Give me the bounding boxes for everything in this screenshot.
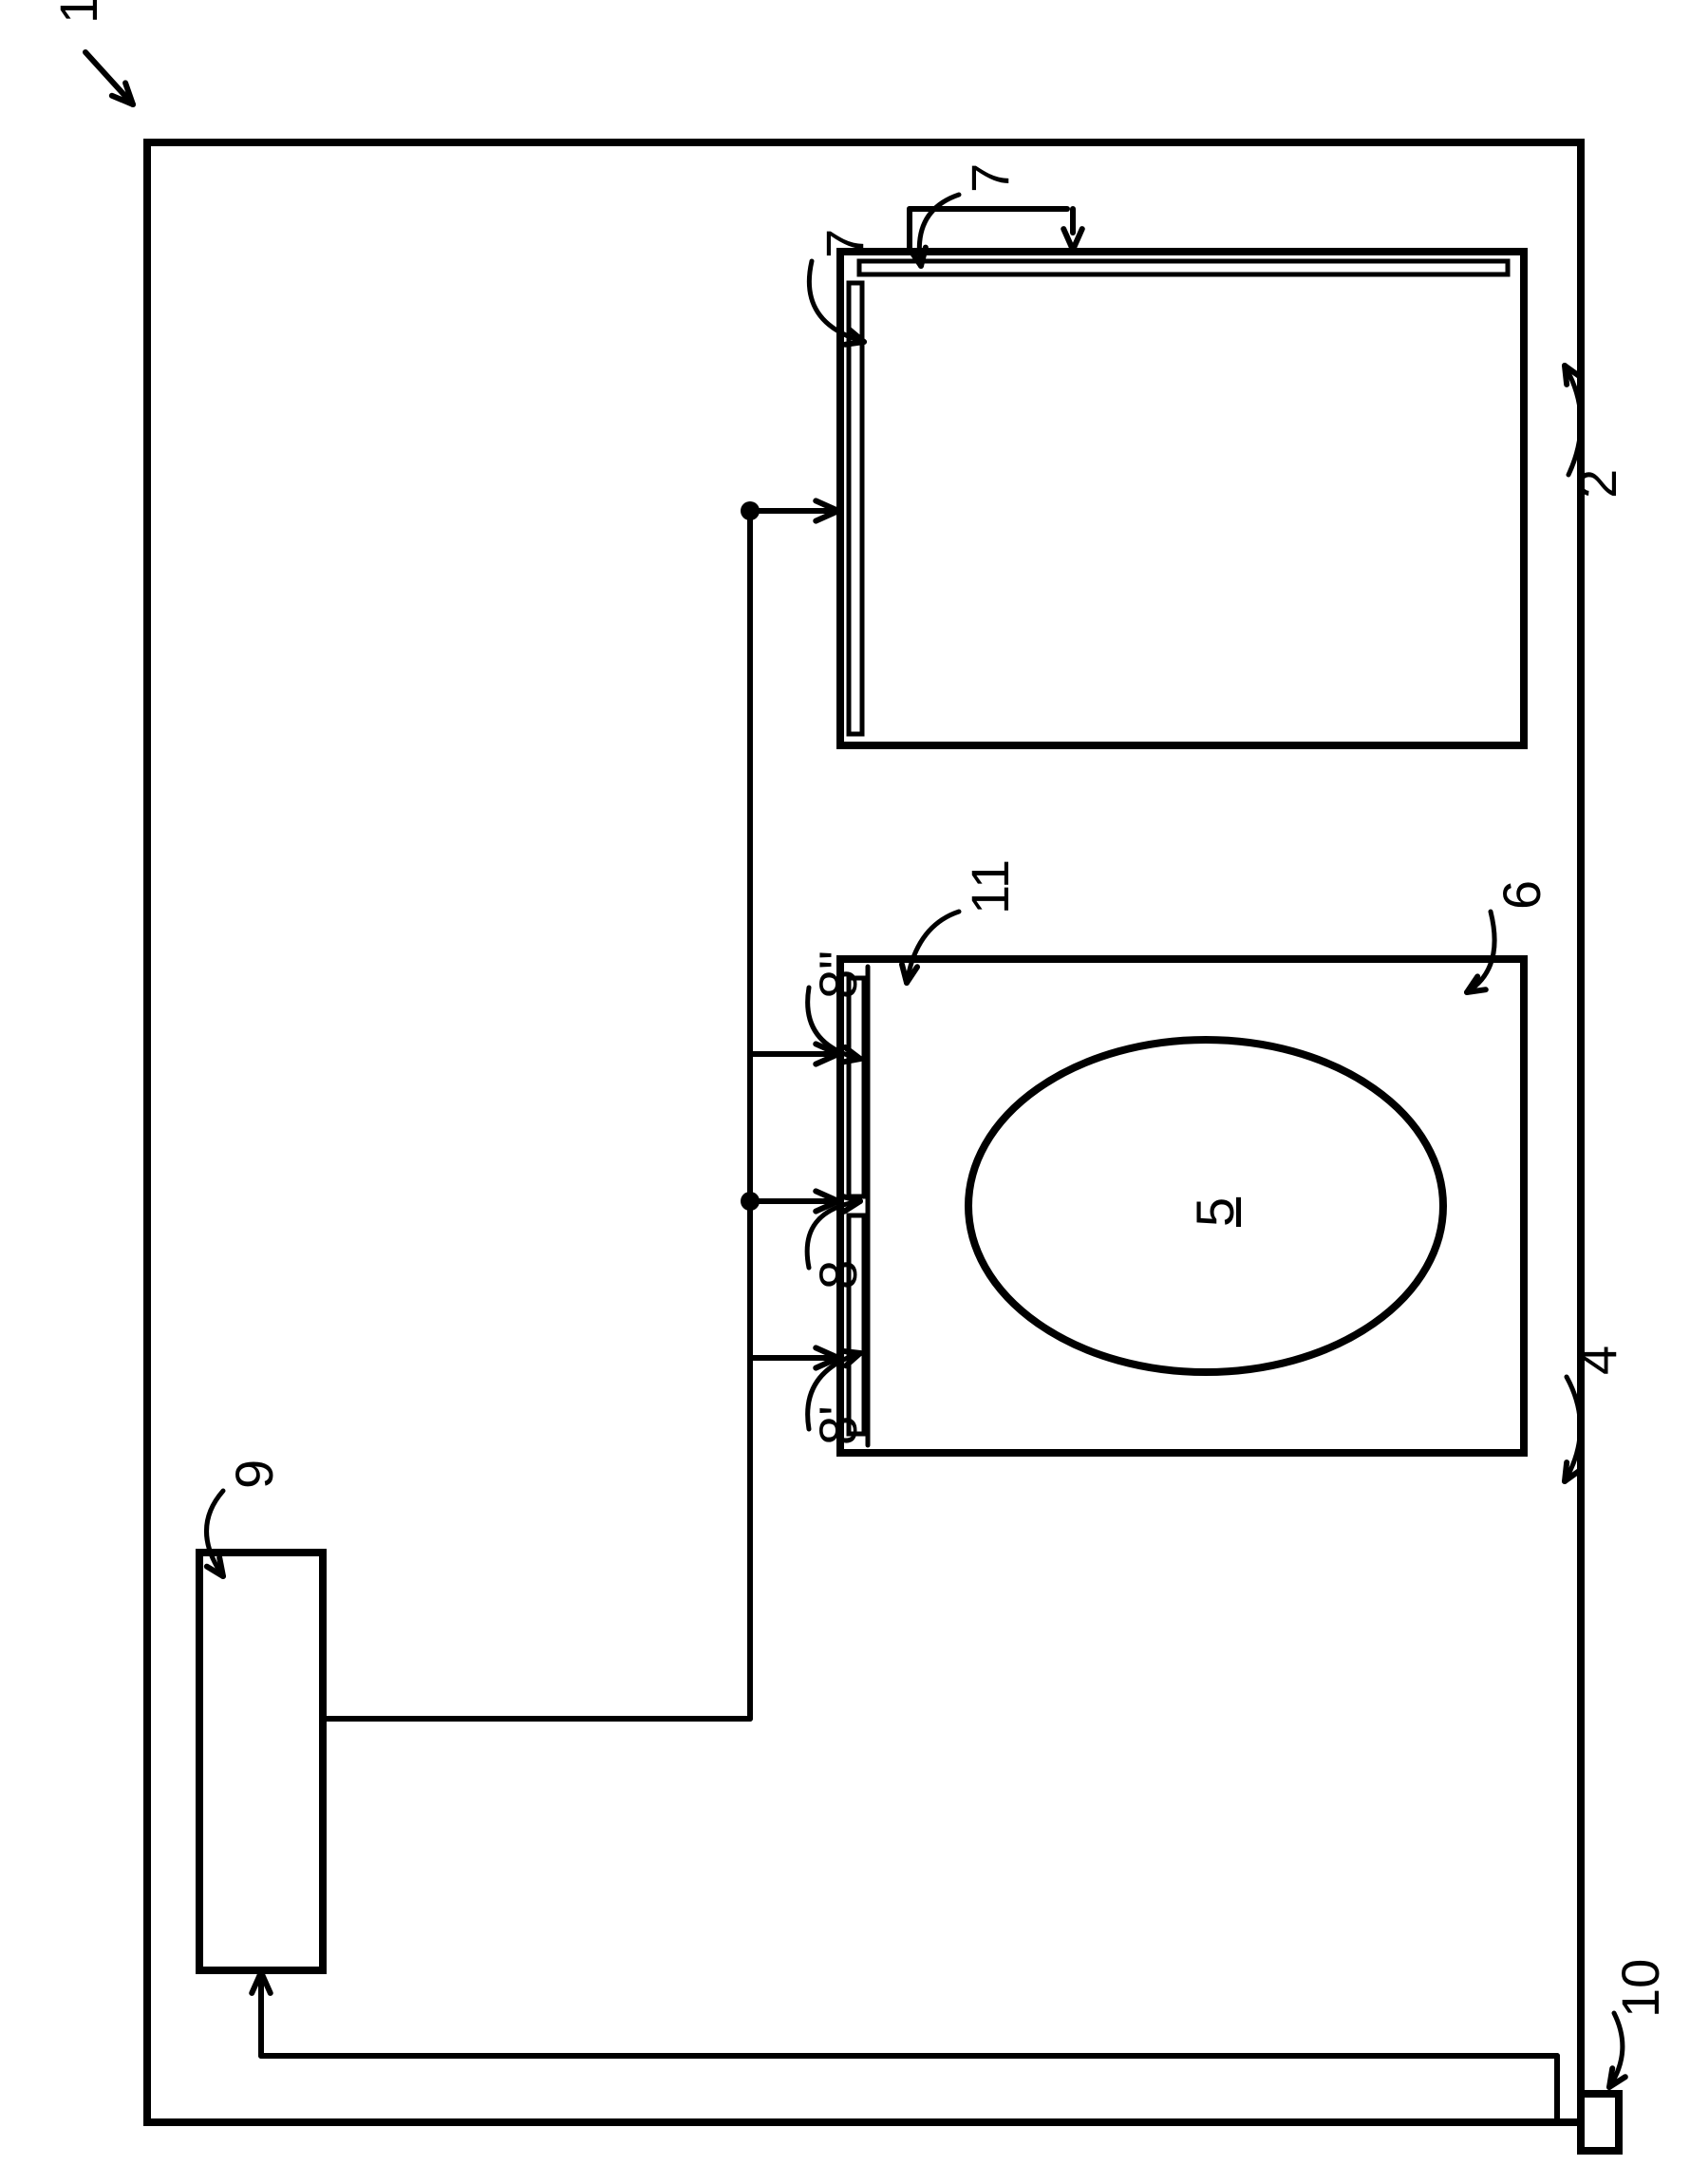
ref-label: 4 — [1571, 1346, 1624, 1375]
ref-label: 1 — [52, 0, 105, 24]
ref-label: 7 — [818, 229, 872, 258]
ref-label: 11 — [964, 859, 1017, 914]
ref-label: 6 — [1495, 880, 1549, 910]
diagram-svg — [0, 0, 1690, 2184]
ref-label: 8 — [812, 1260, 865, 1290]
ref-label: 10 — [1614, 1959, 1667, 2018]
ref-label: 2 — [1571, 469, 1624, 499]
ref-label: 9 — [228, 1459, 281, 1489]
ref-label: 8" — [812, 951, 865, 999]
ref-label: 5 — [1189, 1197, 1242, 1227]
ref-label: 8' — [812, 1405, 865, 1445]
diagram-stage: 1 2 4 5 6 7 7 8 8" 8' 9 10 11 — [0, 0, 1690, 2184]
ref-label: 7 — [964, 163, 1017, 193]
